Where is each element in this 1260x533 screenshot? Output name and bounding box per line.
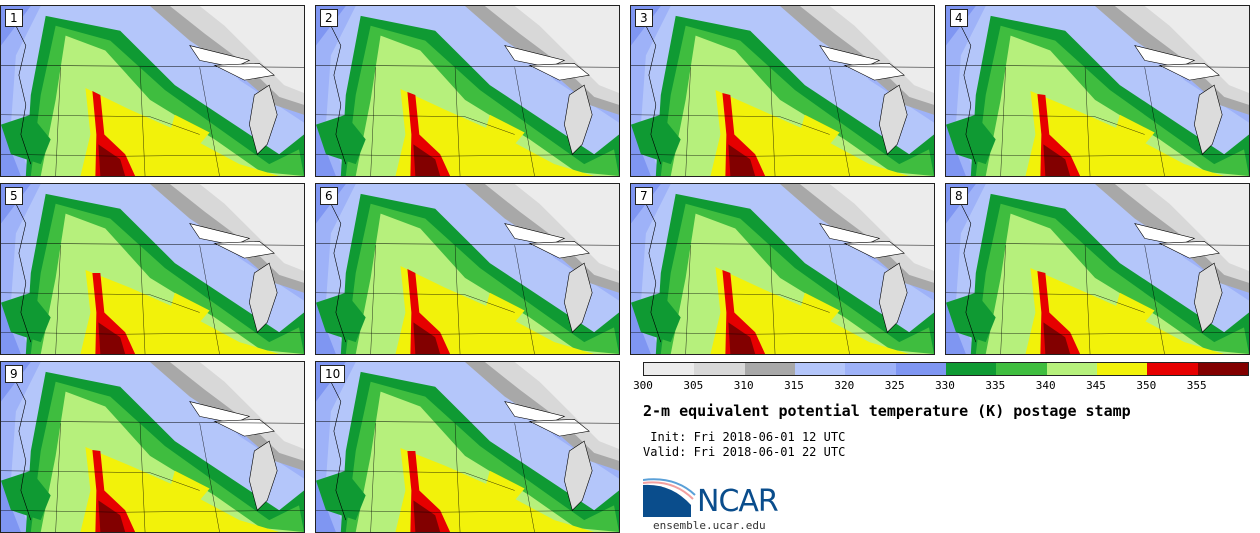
colorbar-tick-label: 300 bbox=[633, 379, 653, 392]
theta-e-map bbox=[631, 184, 934, 354]
theta-e-map bbox=[1, 362, 304, 532]
member-panel-7: 7 bbox=[630, 183, 935, 355]
panel-label: 5 bbox=[5, 187, 23, 205]
panel-label: 9 bbox=[5, 365, 23, 383]
member-panel-6: 6 bbox=[315, 183, 620, 355]
colorbar-tick-label: 330 bbox=[935, 379, 955, 392]
panel-label: 6 bbox=[320, 187, 338, 205]
colorbar-segment bbox=[1046, 363, 1097, 375]
colorbar-segment bbox=[945, 363, 997, 375]
colorbar-segment bbox=[794, 363, 846, 375]
colorbar-segment bbox=[895, 363, 946, 375]
member-panel-9: 9 bbox=[0, 361, 305, 533]
init-time: Init: Fri 2018-06-01 12 UTC bbox=[643, 430, 846, 444]
theta-e-map bbox=[1, 184, 304, 354]
colorbar-segment bbox=[1147, 363, 1198, 375]
theta-e-map bbox=[316, 184, 619, 354]
colorbar-tick-label: 325 bbox=[884, 379, 905, 392]
colorbar-tick-label: 340 bbox=[1035, 379, 1056, 392]
theta-e-map bbox=[631, 6, 934, 176]
colorbar-tick-label: 320 bbox=[834, 379, 855, 392]
theta-e-map bbox=[316, 6, 619, 176]
colorbar-segment bbox=[1197, 363, 1248, 375]
theta-e-map bbox=[1, 6, 304, 176]
panel-label: 10 bbox=[320, 365, 346, 383]
panel-label: 4 bbox=[950, 9, 968, 27]
member-panel-10: 10 bbox=[315, 361, 620, 533]
colorbar-segment bbox=[845, 363, 896, 375]
colorbar-tick-label: 355 bbox=[1186, 379, 1207, 392]
colorbar-tick-label: 310 bbox=[733, 379, 754, 392]
member-panel-5: 5 bbox=[0, 183, 305, 355]
theta-e-map bbox=[946, 6, 1249, 176]
ncar-logo-icon bbox=[643, 478, 696, 517]
member-panel-1: 1 bbox=[0, 5, 305, 177]
colorbar-tick-label: 305 bbox=[683, 379, 704, 392]
colorbar-segment bbox=[694, 363, 745, 375]
colorbar-segment bbox=[644, 363, 695, 375]
colorbar-ticks: 300 305 310 315 320 325 330 335 340 345 350 355 bbox=[633, 379, 1247, 393]
panel-label: 2 bbox=[320, 9, 338, 27]
colorbar bbox=[643, 362, 1249, 376]
colorbar-tick-label: 345 bbox=[1086, 379, 1106, 392]
member-panel-2: 2 bbox=[315, 5, 620, 177]
logo-text: NCAR bbox=[697, 484, 779, 519]
theta-e-map bbox=[316, 362, 619, 532]
colorbar-tick-label: 315 bbox=[784, 379, 804, 392]
colorbar-tick-label: 335 bbox=[985, 379, 1006, 392]
theta-e-map bbox=[946, 184, 1249, 354]
panel-label: 7 bbox=[635, 187, 653, 205]
member-panel-4: 4 bbox=[945, 5, 1250, 177]
panel-label: 8 bbox=[950, 187, 968, 205]
panel-label: 1 bbox=[5, 9, 23, 27]
member-panel-3: 3 bbox=[630, 5, 935, 177]
colorbar-segment bbox=[1096, 363, 1148, 375]
plot-title: 2-m equivalent potential temperature (K)… bbox=[643, 402, 1131, 420]
panel-label: 3 bbox=[635, 9, 653, 27]
valid-time: Valid: Fri 2018-06-01 22 UTC bbox=[643, 445, 846, 459]
colorbar-segment bbox=[996, 363, 1047, 375]
logo-url: ensemble.ucar.edu bbox=[653, 519, 766, 532]
colorbar-tick-label: 350 bbox=[1136, 379, 1157, 392]
member-panel-8: 8 bbox=[945, 183, 1250, 355]
colorbar-segment bbox=[744, 363, 795, 375]
